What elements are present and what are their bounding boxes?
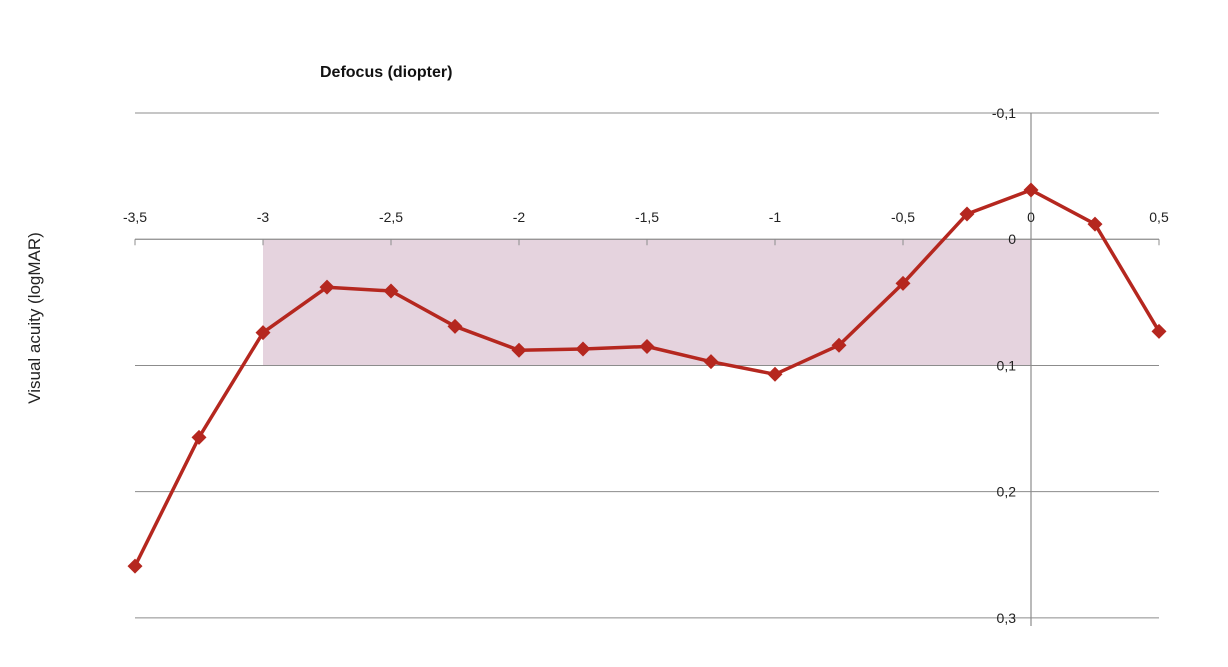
x-axis-title: Defocus (diopter) (320, 64, 452, 81)
data-point (319, 279, 335, 295)
x-tick-label: -3 (257, 209, 270, 225)
data-point (511, 342, 527, 358)
y-tick-label: -0,1 (992, 105, 1016, 121)
gridlines (135, 112, 1159, 619)
x-tick-label: -2,5 (379, 209, 403, 225)
data-point (703, 354, 719, 370)
x-tick-label: -2 (513, 209, 526, 225)
data-point (639, 339, 655, 355)
x-tick-label: 0,5 (1149, 209, 1169, 225)
tick-labels: -3,5 -3 -2,5 -2 -1,5 -1 -0,5 0 0,5 -0,1 0 0,1 0,2 0,3 (123, 105, 1169, 626)
data-point (383, 283, 399, 299)
x-tick-label: -1,5 (635, 209, 659, 225)
y-tick-label: 0,3 (997, 610, 1017, 626)
x-tick-label: -1 (769, 209, 782, 225)
data-point (895, 275, 911, 291)
data-point (191, 429, 207, 445)
x-tick-label: 0 (1027, 209, 1035, 225)
axes (134, 113, 1160, 626)
data-point (831, 337, 847, 353)
data-point (1151, 323, 1167, 339)
data-point (1023, 182, 1039, 198)
data-point (575, 341, 591, 357)
data-point (959, 206, 975, 222)
data-point (127, 558, 143, 574)
y-tick-label: 0,2 (997, 484, 1017, 500)
x-tick-label: -0,5 (891, 209, 915, 225)
y-axis-title: Visual acuity (logMAR) (25, 232, 44, 404)
x-tick-label: -3,5 (123, 209, 147, 225)
y-tick-label: 0 (1008, 231, 1016, 247)
series-layer (127, 182, 1167, 574)
data-point (255, 325, 271, 341)
data-point (447, 318, 463, 334)
data-point (767, 366, 783, 382)
y-tick-label: 0,1 (997, 357, 1017, 373)
data-point (1087, 216, 1103, 232)
